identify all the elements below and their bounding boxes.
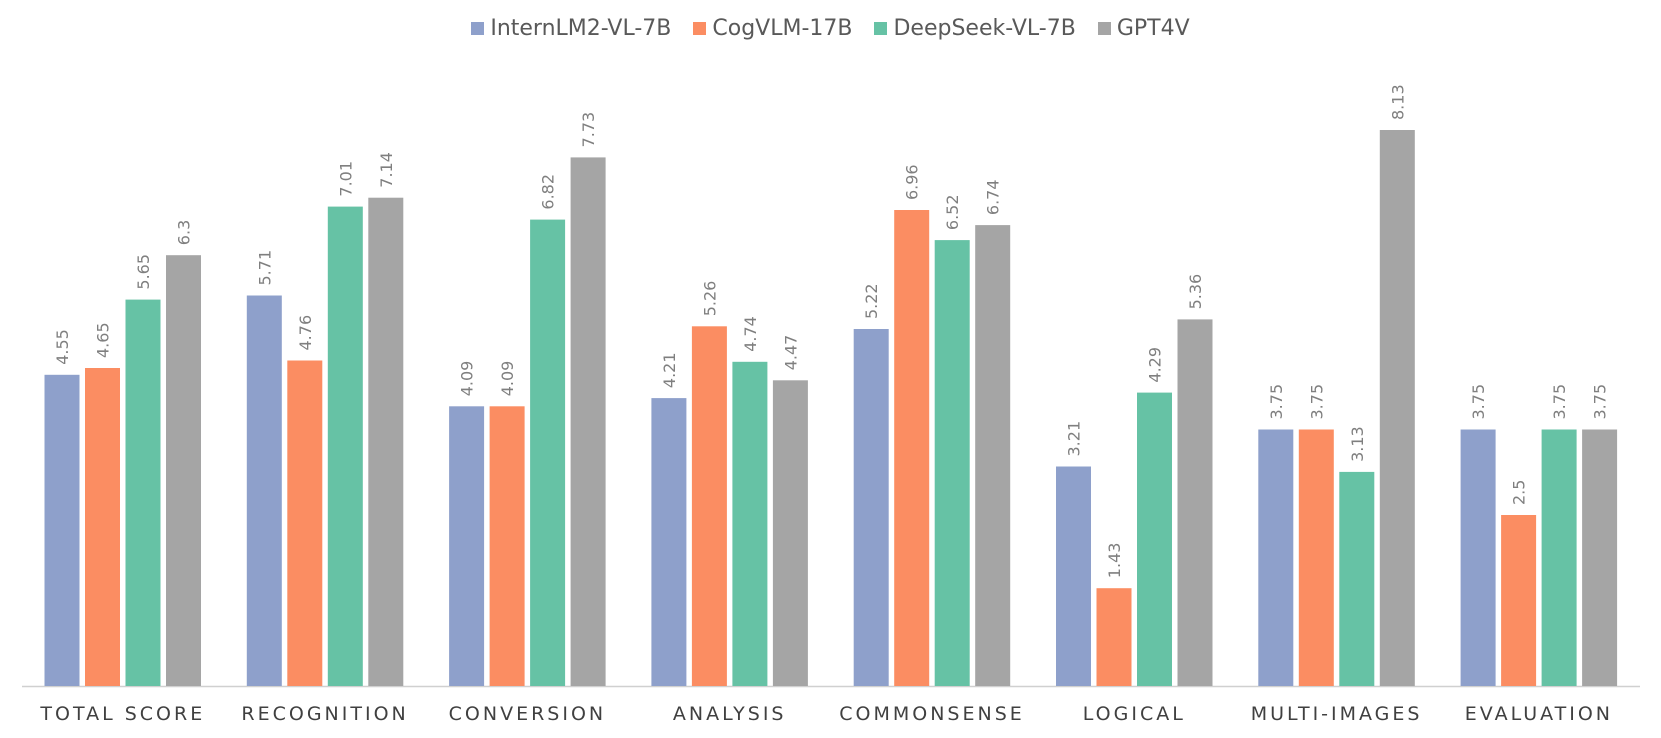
- bar: [327, 206, 363, 686]
- category-label: COMMONSENSE: [839, 703, 1025, 725]
- data-label: 7.01: [336, 161, 355, 197]
- bar: [1056, 466, 1091, 686]
- legend-label: DeepSeek-VL-7B: [893, 16, 1076, 41]
- category-label: EVALUATION: [1465, 703, 1613, 725]
- category-label: CONVERSION: [449, 703, 606, 725]
- bar: [1339, 471, 1375, 686]
- data-label: 6.74: [984, 179, 1003, 215]
- data-label: 4.76: [296, 315, 315, 351]
- data-label: 4.21: [660, 352, 679, 388]
- legend-swatch: [471, 22, 485, 35]
- bar: [772, 380, 808, 686]
- bar: [570, 157, 606, 686]
- legend-label: GPT4V: [1116, 16, 1190, 41]
- bar: [1096, 588, 1132, 686]
- data-label: 3.75: [1591, 384, 1610, 420]
- bar: [166, 255, 201, 686]
- data-label: 2.5: [1510, 480, 1529, 505]
- legend-item: InternLM2-VL-7B: [471, 16, 671, 41]
- bar: [1258, 429, 1294, 686]
- legend-item: GPT4V: [1097, 16, 1190, 41]
- data-label: 5.71: [255, 250, 274, 286]
- bar: [368, 197, 404, 686]
- bar: [934, 240, 970, 686]
- data-label: 4.65: [94, 322, 113, 358]
- legend-swatch: [1097, 22, 1111, 35]
- data-label: 3.75: [1267, 384, 1286, 420]
- data-label: 4.09: [458, 361, 477, 397]
- bar: [651, 398, 687, 686]
- bar: [1501, 515, 1537, 686]
- data-label: 5.22: [862, 283, 881, 319]
- data-label: 4.29: [1146, 347, 1165, 383]
- bar: [449, 406, 485, 686]
- bar: [1379, 130, 1415, 686]
- bar: [44, 374, 80, 686]
- data-label: 7.14: [377, 152, 396, 188]
- bar: [1298, 429, 1334, 686]
- data-label: 3.21: [1065, 421, 1084, 457]
- bar: [1137, 392, 1172, 686]
- data-label: 7.73: [579, 112, 598, 148]
- bar: [691, 326, 727, 686]
- bar: [732, 361, 768, 686]
- data-label: 6.52: [943, 194, 962, 230]
- data-label: 1.43: [1105, 543, 1124, 579]
- bar: [1460, 429, 1496, 686]
- data-label: 6.96: [903, 164, 922, 200]
- bar: [530, 219, 566, 686]
- data-label: 4.55: [53, 329, 72, 365]
- data-label: 4.09: [498, 361, 517, 397]
- bar: [853, 329, 889, 686]
- data-label: 5.26: [700, 281, 719, 317]
- bar: [287, 360, 323, 686]
- bar: [1541, 429, 1577, 686]
- data-label: 3.75: [1550, 384, 1569, 420]
- legend-swatch: [693, 22, 707, 35]
- bar: [246, 295, 282, 686]
- data-label: 5.65: [134, 254, 153, 290]
- bar: [1177, 319, 1213, 686]
- bar: [975, 225, 1011, 686]
- data-label: 5.36: [1186, 274, 1205, 310]
- bar: [489, 406, 525, 686]
- bar: [85, 368, 120, 686]
- legend-label: CogVLM-17B: [712, 16, 853, 41]
- legend-swatch: [874, 22, 888, 35]
- data-label: 3.75: [1307, 384, 1326, 420]
- legend-item: CogVLM-17B: [693, 16, 852, 41]
- category-label: TOTAL SCORE: [39, 703, 205, 725]
- legend: InternLM2-VL-7B CogVLM-17B DeepSeek-VL-7B G…: [0, 16, 1661, 41]
- legend-item: DeepSeek-VL-7B: [874, 16, 1076, 41]
- data-label: 4.47: [781, 335, 800, 371]
- data-label: 8.13: [1388, 84, 1407, 120]
- bar: [894, 210, 930, 686]
- data-label: 3.13: [1348, 426, 1367, 462]
- data-label: 3.75: [1469, 384, 1488, 420]
- category-label: MULTI-IMAGES: [1251, 703, 1423, 725]
- category-label: ANALYSIS: [673, 703, 787, 725]
- bar: [1582, 429, 1618, 686]
- legend-label: InternLM2-VL-7B: [490, 16, 672, 41]
- category-label: RECOGNITION: [241, 703, 408, 725]
- bar: [125, 299, 161, 686]
- data-label: 4.74: [741, 316, 760, 352]
- category-label: LOGICAL: [1083, 703, 1186, 725]
- data-label: 6.3: [175, 220, 194, 245]
- data-label: 6.82: [539, 174, 558, 210]
